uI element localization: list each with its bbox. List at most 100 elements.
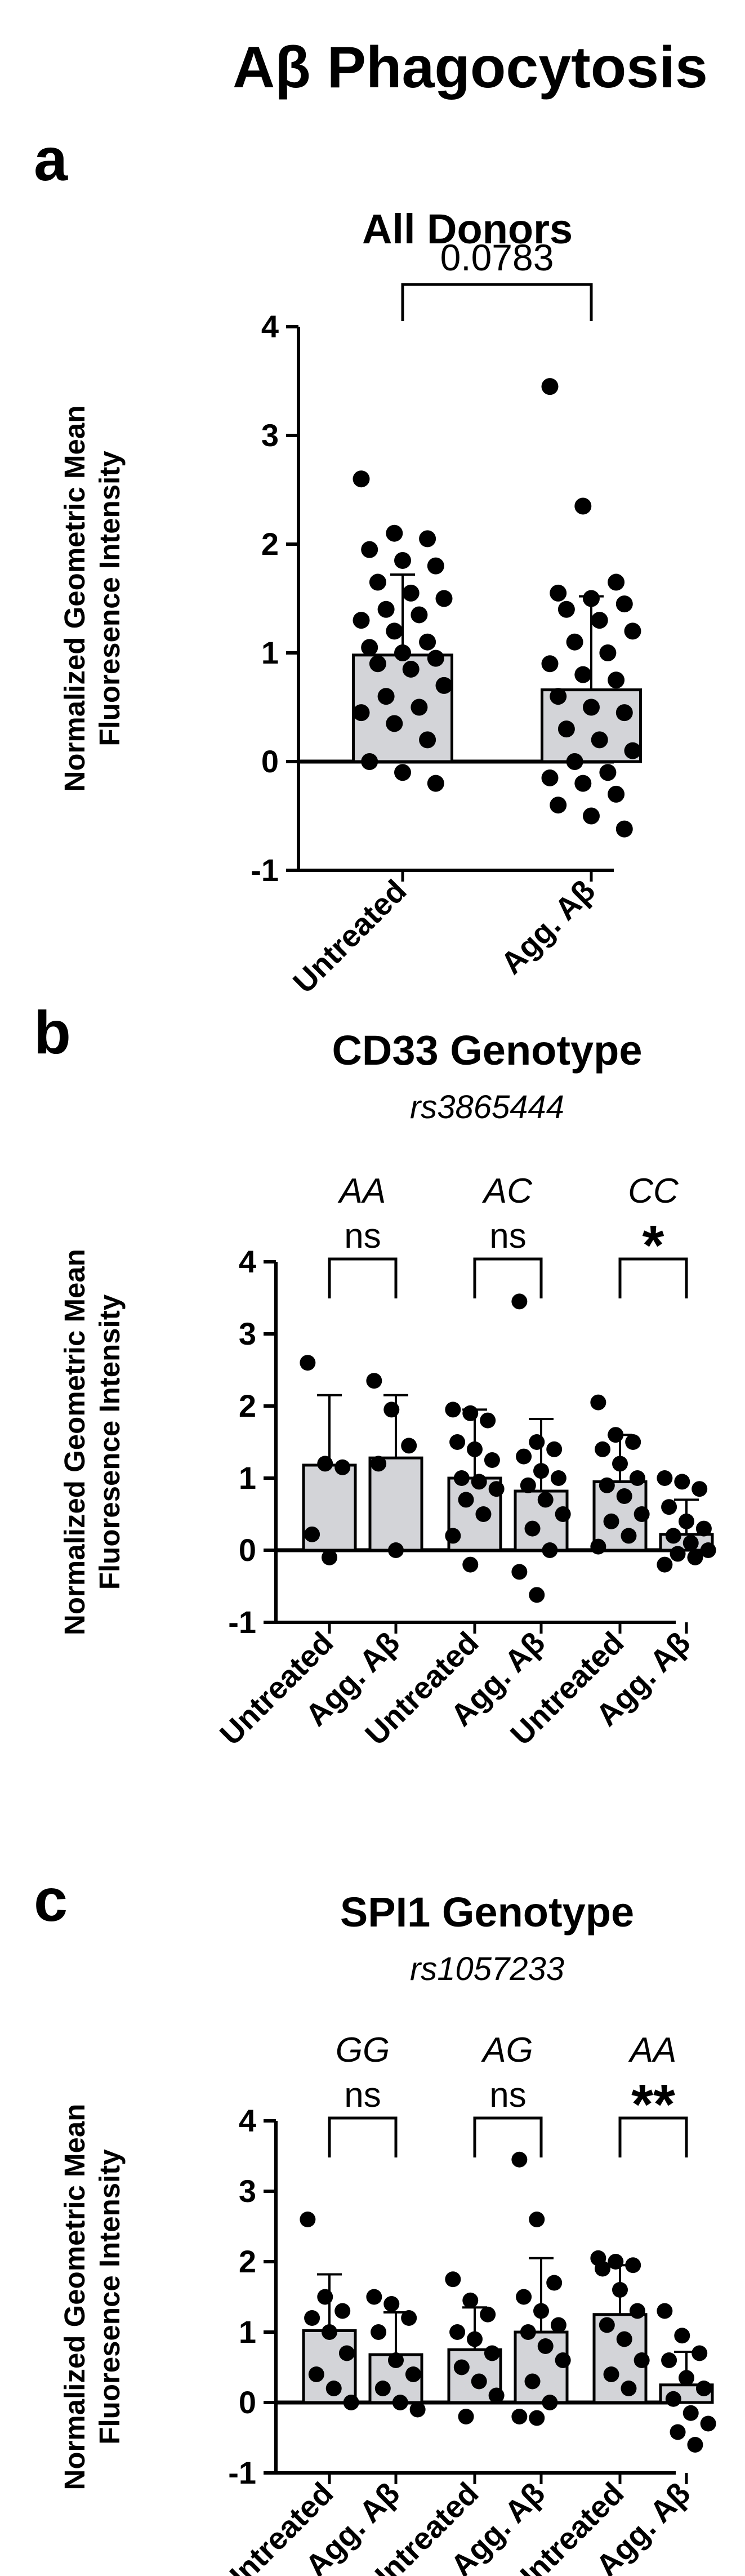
genotype-label: CC [628,1172,679,1211]
data-point [687,2437,703,2453]
data-point [386,622,403,640]
data-point [608,1427,624,1443]
data-point [353,470,370,488]
data-point [453,2359,470,2375]
data-point [427,649,444,667]
data-point [411,698,428,716]
data-point [665,2391,681,2407]
y-tick-label: 3 [261,417,279,453]
data-point [550,797,567,814]
data-point [524,2373,541,2390]
data-point [591,731,608,749]
data-point [555,2352,571,2368]
y-tick-label: 3 [239,1316,256,1351]
y-tick-label: -1 [251,852,279,888]
data-point [304,1526,320,1542]
y-tick-label: 3 [239,2173,256,2209]
data-point [338,2345,355,2361]
data-point [369,573,386,591]
significance-bracket [328,2116,398,2157]
data-point [608,671,625,689]
data-point [615,820,633,838]
data-point [361,753,378,770]
panel-title: CD33 Genotype [332,1027,642,1074]
data-point [405,2366,421,2382]
y-tick-label: -1 [228,2455,256,2490]
y-axis-label: Fluoresence Intensity [93,1294,126,1590]
data-point [679,2370,694,2386]
data-point [325,2381,342,2396]
data-point [435,590,453,607]
data-point [300,1355,316,1371]
significance-bracket [618,1257,688,1298]
data-point [529,1434,545,1450]
data-point [692,2345,708,2361]
data-point [550,584,567,602]
data-point [353,704,370,722]
data-point [386,715,403,732]
data-point [550,2317,566,2333]
data-point [682,2405,699,2421]
data-point [550,688,567,705]
data-point [682,1535,699,1551]
data-point [516,1448,532,1465]
data-point [542,2395,558,2410]
genotype-label: GG [336,2031,390,2070]
data-point [695,1520,712,1537]
data-point [566,633,583,651]
data-point [419,530,436,548]
y-axis-label: Normalized Geometric Mean [59,1249,91,1635]
data-point [529,2410,545,2426]
x-tick-label: Untreated [286,873,413,1000]
data-point [542,1542,558,1558]
data-point [574,775,592,792]
data-point [383,2296,400,2312]
data-point [445,1402,461,1418]
data-point [475,1506,492,1522]
data-point [599,2317,615,2333]
data-point [524,1520,541,1537]
data-point [595,1441,611,1457]
data-point [419,633,436,651]
p-value-label: 0.0783 [440,237,554,278]
data-point [541,378,559,395]
data-point [546,1441,563,1457]
data-point [343,2395,359,2410]
data-point [435,677,453,694]
data-point [402,584,420,602]
significance-bracket [473,2116,543,2157]
data-point [374,2381,391,2396]
data-point [467,2331,483,2347]
genotype-label: AA [628,2031,677,2070]
data-point [599,1477,615,1493]
data-point [661,2352,677,2368]
data-point [608,785,625,803]
data-point [445,2271,461,2288]
data-point [583,590,600,607]
y-tick-label: 2 [239,2244,256,2279]
data-point [511,2151,528,2168]
data-point [366,2289,382,2305]
data-point [541,769,559,786]
data-point [657,1470,673,1486]
data-point [361,639,378,656]
data-point [625,1434,641,1450]
data-point [394,644,411,661]
data-point [541,655,559,673]
data-point [377,600,395,618]
y-tick-label: 0 [239,2384,256,2420]
data-point [574,666,592,683]
panel-subtitle: rs3865444 [410,1089,564,1125]
data-point [608,2254,624,2270]
data-point [608,573,625,591]
data-point [612,1456,628,1472]
panel-letter: a [34,125,68,193]
significance-label: ns [344,1217,381,1256]
data-point [599,644,617,661]
significance-label: ** [631,2073,675,2136]
data-point [634,1506,650,1522]
data-point [488,2387,505,2404]
data-point [516,2289,532,2305]
data-point [555,1506,571,1522]
